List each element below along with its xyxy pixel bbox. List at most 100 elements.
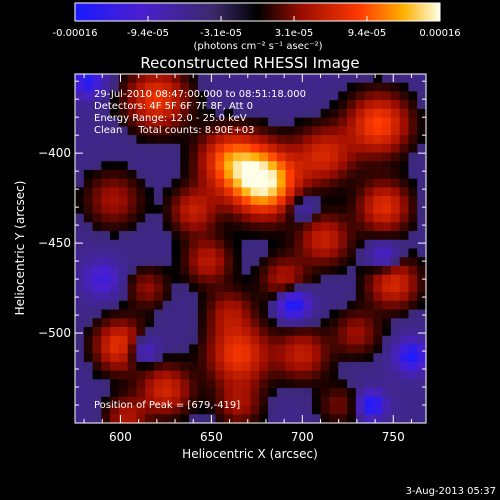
heatmap-cell: [101, 414, 111, 424]
heatmap-cell: [215, 309, 225, 319]
heatmap-cell: [189, 117, 199, 127]
heatmap-cell: [180, 283, 190, 293]
heatmap-cell: [355, 388, 366, 398]
heatmap-cell: [347, 292, 357, 302]
heatmap-cell: [162, 344, 173, 354]
heatmap-cell: [75, 178, 85, 189]
heatmap-cell: [215, 204, 225, 215]
heatmap-cell: [294, 396, 304, 407]
heatmap-cell: [241, 161, 252, 171]
heatmap-cell: [224, 178, 234, 189]
heatmap-cell: [162, 135, 173, 145]
heatmap-cell: [83, 135, 94, 145]
heatmap-cell: [373, 414, 383, 424]
heatmap-cell: [75, 327, 85, 337]
heatmap-cell: [162, 361, 173, 372]
heatmap-cell: [153, 143, 164, 154]
heatmap-cell: [206, 204, 217, 215]
heatmap-cell: [171, 283, 181, 293]
heatmap-cell: [75, 143, 85, 154]
heatmap-cell: [303, 126, 313, 136]
heatmap-cell: [215, 370, 225, 380]
heatmap-cell: [311, 152, 322, 162]
heatmap-cell: [320, 344, 331, 354]
heatmap-cell: [250, 283, 260, 293]
heatmap-cell: [197, 405, 208, 415]
heatmap-cell: [399, 257, 410, 267]
heatmap-cell: [232, 318, 243, 328]
heatmap-cell: [145, 327, 155, 337]
heatmap-cell: [417, 117, 427, 127]
heatmap-cell: [390, 231, 401, 241]
heatmap-cell: [110, 248, 120, 258]
heatmap-cell: [364, 100, 374, 110]
heatmap-cell: [364, 126, 374, 136]
heatmap-cell: [382, 353, 392, 363]
heatmap-cell: [206, 292, 217, 302]
heatmap-cell: [276, 204, 287, 215]
heatmap-cell: [311, 361, 322, 372]
heatmap-cell: [408, 161, 418, 171]
heatmap-cell: [171, 318, 181, 328]
heatmap-cell: [162, 169, 173, 180]
heatmap-cell: [303, 231, 313, 241]
heatmap-cell: [136, 335, 146, 346]
heatmap-cell: [153, 300, 164, 311]
heatmap-cell: [329, 318, 339, 328]
heatmap-cell: [347, 74, 357, 84]
heatmap-cell: [390, 353, 401, 363]
heatmap-cell: [127, 239, 138, 250]
heatmap-cell: [153, 231, 164, 241]
heatmap-cell: [153, 204, 164, 215]
heatmap-cell: [232, 222, 243, 232]
heatmap-cell: [329, 91, 339, 101]
heatmap-cell: [294, 152, 304, 162]
heatmap-cell: [110, 222, 120, 232]
heatmap-cell: [399, 292, 410, 302]
heatmap-cell: [118, 344, 129, 354]
heatmap-cell: [268, 231, 278, 241]
heatmap-cell: [347, 231, 357, 241]
heatmap-cell: [276, 335, 287, 346]
heatmap-cell: [180, 257, 190, 267]
heatmap-cell: [294, 405, 304, 415]
heatmap-cell: [224, 82, 234, 93]
heatmap-cell: [162, 117, 173, 127]
heatmap-cell: [338, 135, 348, 145]
heatmap-cell: [197, 318, 208, 328]
heatmap-cell: [408, 335, 418, 346]
heatmap-cell: [206, 117, 217, 127]
heatmap-cell: [408, 126, 418, 136]
heatmap-cell: [224, 161, 234, 171]
heatmap-cell: [224, 379, 234, 389]
heatmap-cell: [259, 309, 269, 319]
heatmap-cell: [294, 135, 304, 145]
heatmap-cell: [259, 388, 269, 398]
heatmap-cell: [162, 74, 173, 84]
heatmap-cell: [259, 370, 269, 380]
x-axis-label: Heliocentric X (arcsec): [182, 447, 318, 461]
heatmap-cell: [215, 100, 225, 110]
heatmap-cell: [75, 231, 85, 241]
heatmap-cell: [399, 379, 410, 389]
heatmap-cell: [338, 152, 348, 162]
heatmap-cell: [75, 117, 85, 127]
heatmap-cell: [101, 143, 111, 154]
heatmap-cell: [268, 152, 278, 162]
heatmap-cell: [268, 361, 278, 372]
heatmap-cell: [224, 135, 234, 145]
heatmap-cell: [259, 126, 269, 136]
heatmap-cell: [92, 74, 102, 84]
colorbar-tick-label: -0.00016: [53, 28, 98, 39]
heatmap-cell: [390, 414, 401, 424]
heatmap-cell: [390, 82, 401, 93]
heatmap-cell: [189, 248, 199, 258]
heatmap-cell: [171, 169, 181, 180]
heatmap-cell: [311, 126, 322, 136]
heatmap-cell: [171, 143, 181, 154]
heatmap-cell: [83, 117, 94, 127]
heatmap-cell: [215, 126, 225, 136]
heatmap-cell: [399, 353, 410, 363]
heatmap-cell: [294, 100, 304, 110]
heatmap-cell: [320, 169, 331, 180]
